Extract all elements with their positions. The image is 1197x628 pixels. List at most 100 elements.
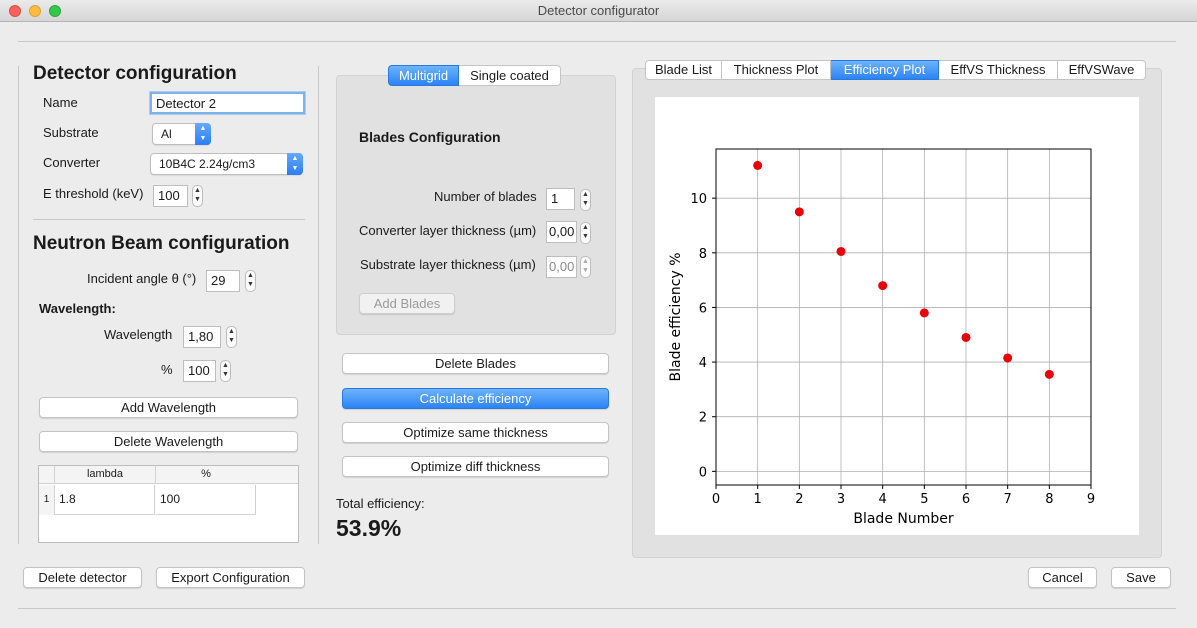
name-label: Name	[43, 95, 78, 110]
percent-column-header[interactable]: %	[201, 468, 211, 480]
chevron-up-down-icon: ▲ ▼	[287, 153, 303, 175]
left-border	[18, 66, 19, 544]
substrate-select[interactable]: Al ▲ ▼	[152, 123, 211, 145]
tab-single-coated[interactable]: Single coated	[459, 65, 561, 86]
total-efficiency-label: Total efficiency:	[336, 496, 425, 511]
y-tick-label: 6	[699, 301, 707, 316]
close-window-button[interactable]	[9, 5, 21, 17]
substrate-thickness-input[interactable]: 0,00	[546, 256, 577, 278]
converter-thickness-label: Converter layer thickness (µm)	[359, 223, 537, 238]
data-point	[1044, 369, 1054, 379]
column-divider	[318, 66, 319, 544]
blades-config-heading: Blades Configuration	[359, 129, 501, 145]
data-point	[961, 332, 971, 342]
angle-input[interactable]: 29	[206, 270, 240, 292]
corner-cell	[39, 466, 55, 484]
converter-thickness-stepper[interactable]: ▲ ▼	[580, 222, 591, 244]
threshold-stepper[interactable]: ▲ ▼	[192, 185, 203, 207]
x-tick-label: 7	[1004, 492, 1012, 507]
minimize-window-button[interactable]	[29, 5, 41, 17]
y-tick-label: 8	[699, 247, 707, 262]
chevron-up-down-icon: ▲ ▼	[195, 123, 211, 145]
number-of-blades-label: Number of blades	[434, 189, 537, 204]
x-tick-label: 8	[1045, 492, 1053, 507]
detector-config-heading: Detector configuration	[33, 63, 237, 84]
number-of-blades-stepper[interactable]: ▲ ▼	[580, 189, 591, 211]
data-point	[919, 308, 929, 318]
export-configuration-button[interactable]: Export Configuration	[156, 567, 305, 588]
row-index: 1	[39, 485, 55, 515]
tab-effvswave[interactable]: EffVSWave	[1058, 60, 1146, 80]
tab-multigrid[interactable]: Multigrid	[388, 65, 459, 86]
section-divider	[33, 219, 305, 220]
header-separator	[155, 466, 156, 484]
substrate-thickness-label: Substrate layer thickness (µm)	[360, 257, 536, 272]
delete-detector-button[interactable]: Delete detector	[23, 567, 142, 588]
y-tick-label: 4	[699, 356, 707, 371]
bottom-divider	[18, 608, 1176, 609]
tab-thickness-plot[interactable]: Thickness Plot	[722, 60, 831, 80]
x-tick-label: 3	[837, 492, 845, 507]
converter-thickness-input[interactable]: 0,00	[546, 221, 577, 243]
tab-efficiency-plot[interactable]: Efficiency Plot	[831, 60, 939, 80]
save-button[interactable]: Save	[1111, 567, 1171, 588]
percent-label: %	[161, 362, 173, 377]
data-point	[1003, 353, 1013, 363]
data-point	[794, 207, 804, 217]
top-divider	[18, 41, 1176, 42]
table-header: lambda %	[39, 466, 298, 484]
converter-value: 10B4C 2.24g/cm3	[159, 157, 256, 171]
percent-cell[interactable]: 100	[156, 485, 256, 515]
y-tick-label: 0	[699, 465, 707, 480]
tab-effvs-thickness[interactable]: EffVS Thickness	[939, 60, 1058, 80]
x-tick-label: 6	[962, 492, 970, 507]
lambda-cell[interactable]: 1.8	[55, 485, 155, 515]
cancel-button[interactable]: Cancel	[1028, 567, 1097, 588]
x-tick-label: 2	[795, 492, 803, 507]
efficiency-scatter-chart: 0 1 2 3 4 5 6 7 8 9 0 2 4 6 8 10 Blade Number Blade effic…	[668, 148, 1095, 527]
x-tick-label: 1	[754, 492, 762, 507]
substrate-thickness-stepper[interactable]: ▲ ▼	[580, 256, 591, 278]
wavelength-label: Wavelength	[104, 327, 173, 342]
efficiency-plot-canvas: 0 1 2 3 4 5 6 7 8 9 0 2 4 6 8 10 Blade Number Blade effic…	[655, 97, 1139, 535]
substrate-label: Substrate	[43, 125, 99, 140]
x-tick-label: 4	[879, 492, 887, 507]
optimize-diff-thickness-button[interactable]: Optimize diff thickness	[342, 456, 609, 477]
data-point	[753, 160, 763, 170]
percent-input[interactable]: 100	[183, 360, 216, 382]
delete-wavelength-button[interactable]: Delete Wavelength	[39, 431, 298, 452]
data-point	[836, 246, 846, 256]
lambda-column-header[interactable]: lambda	[86, 468, 124, 480]
data-point	[878, 281, 888, 291]
converter-label: Converter	[43, 155, 101, 170]
wavelength-input[interactable]: 1,80	[183, 326, 221, 348]
percent-stepper[interactable]: ▲ ▼	[220, 360, 231, 382]
wavelength-heading: Wavelength:	[39, 301, 116, 316]
name-input[interactable]: Detector 2	[150, 92, 305, 114]
delete-blades-button[interactable]: Delete Blades	[342, 353, 609, 374]
number-of-blades-input[interactable]: 1	[546, 188, 575, 210]
add-blades-button[interactable]: Add Blades	[359, 293, 455, 314]
calculate-efficiency-button[interactable]: Calculate efficiency	[342, 388, 609, 409]
converter-select[interactable]: 10B4C 2.24g/cm3 ▲ ▼	[150, 153, 303, 175]
total-efficiency-value: 53.9%	[336, 515, 402, 541]
threshold-label: E threshold (keV)	[43, 186, 144, 201]
x-tick-label: 5	[920, 492, 928, 507]
substrate-value: Al	[161, 127, 172, 141]
optimize-same-thickness-button[interactable]: Optimize same thickness	[342, 422, 609, 443]
wavelength-stepper[interactable]: ▲ ▼	[226, 326, 237, 348]
add-wavelength-button[interactable]: Add Wavelength	[39, 397, 298, 418]
angle-stepper[interactable]: ▲ ▼	[245, 270, 256, 292]
window-title: Detector configurator	[537, 3, 660, 18]
wavelength-table: lambda % 1 1.8 100	[38, 465, 299, 543]
plot-frame	[715, 148, 1092, 486]
threshold-input[interactable]: 100	[153, 185, 188, 207]
beam-config-heading: Neutron Beam configuration	[33, 233, 290, 254]
tab-blade-list[interactable]: Blade List	[645, 60, 722, 80]
angle-label: Incident angle θ (°)	[87, 271, 197, 286]
y-tick-label: 2	[699, 411, 707, 426]
x-axis-label: Blade Number	[853, 511, 954, 527]
y-tick-label: 10	[690, 192, 707, 207]
zoom-window-button[interactable]	[49, 5, 61, 17]
x-tick-label: 9	[1087, 492, 1095, 507]
